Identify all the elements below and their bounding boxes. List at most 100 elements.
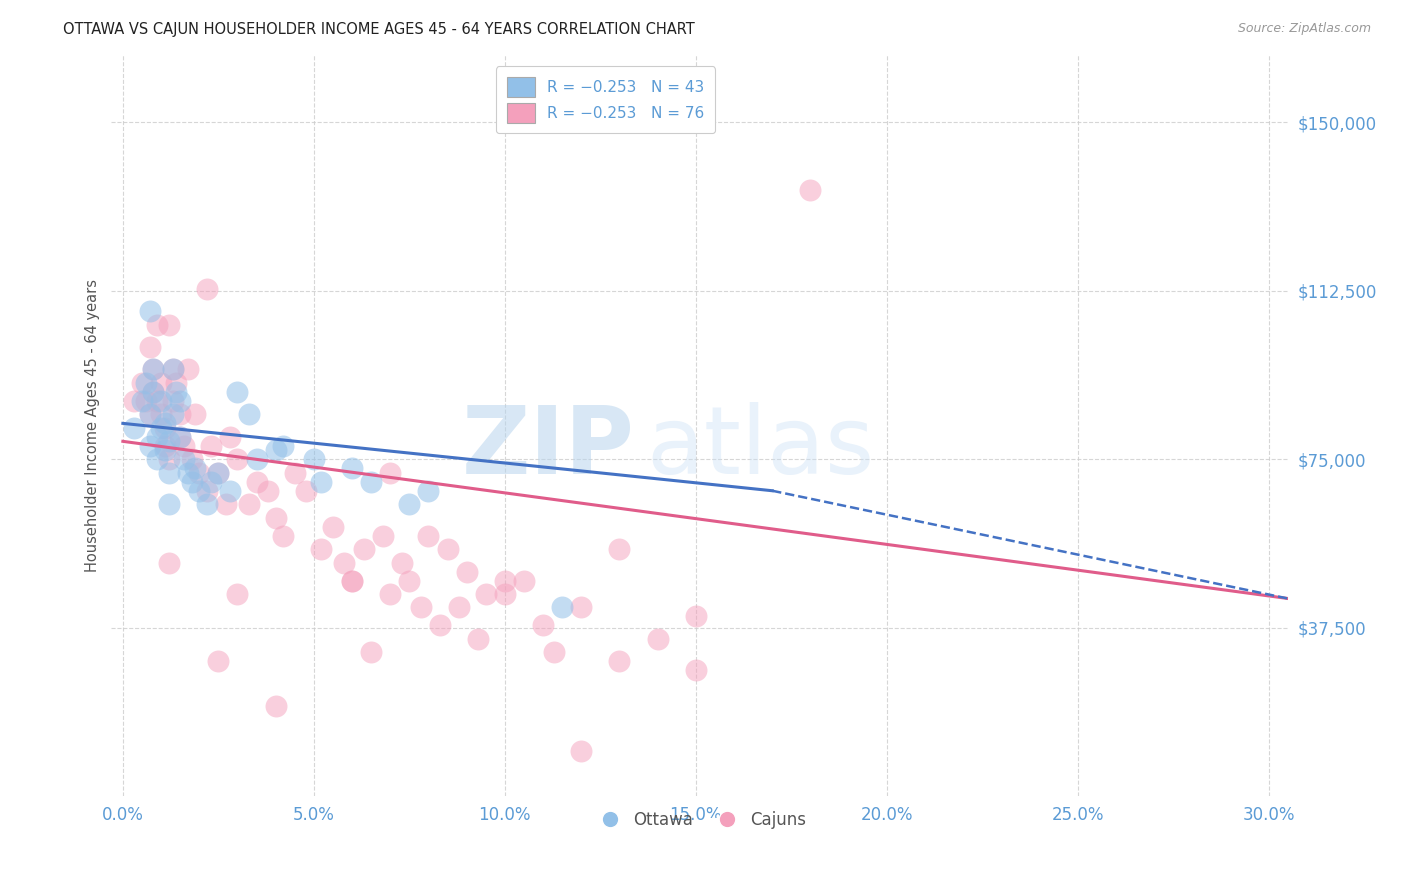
Point (195, 483, 218, 498)
Point (340, 461, 363, 475)
Point (494, 574, 516, 588)
Point (207, 466, 229, 480)
Point (360, 645, 382, 659)
Point (177, 466, 200, 480)
Point (146, 452, 169, 467)
Text: ZIP: ZIP (463, 401, 636, 494)
Point (138, 408, 160, 422)
Point (391, 556, 413, 570)
Point (135, 393, 157, 408)
Point (447, 600, 470, 615)
Point (165, 376, 187, 390)
Point (142, 384, 165, 399)
Y-axis label: Householder Income Ages 45 - 64 years: Householder Income Ages 45 - 64 years (86, 279, 100, 572)
Point (153, 417, 176, 431)
Point (418, 483, 440, 498)
Point (467, 632, 489, 646)
Point (322, 519, 344, 533)
Point (257, 483, 280, 498)
Point (543, 645, 565, 659)
Point (200, 475, 222, 489)
Point (169, 408, 191, 422)
Point (398, 497, 420, 511)
Point (429, 618, 451, 632)
Point (169, 430, 191, 444)
Point (142, 362, 165, 376)
Point (138, 439, 160, 453)
Point (311, 542, 333, 557)
Point (264, 699, 287, 714)
Point (799, 183, 821, 197)
Point (142, 384, 165, 399)
Point (135, 376, 157, 390)
Point (436, 542, 458, 557)
Point (173, 452, 195, 467)
Point (513, 574, 536, 588)
Point (157, 497, 180, 511)
Point (169, 430, 191, 444)
Point (609, 542, 631, 557)
Point (264, 443, 287, 458)
Point (264, 510, 287, 524)
Point (456, 565, 478, 579)
Point (398, 574, 420, 588)
Point (195, 282, 218, 296)
Point (218, 483, 240, 498)
Point (207, 466, 229, 480)
Point (238, 408, 260, 422)
Point (685, 664, 707, 678)
Point (271, 528, 294, 542)
Point (238, 497, 260, 511)
Point (226, 384, 249, 399)
Point (124, 421, 146, 435)
Point (188, 466, 211, 480)
Point (146, 318, 169, 332)
Point (146, 393, 169, 408)
Point (380, 587, 402, 601)
Legend: Ottawa, Cajuns: Ottawa, Cajuns (586, 805, 813, 836)
Point (184, 461, 207, 475)
Point (302, 452, 325, 467)
Point (609, 654, 631, 668)
Point (207, 654, 229, 668)
Point (165, 384, 187, 399)
Point (157, 452, 180, 467)
Point (531, 618, 554, 632)
Point (569, 744, 592, 758)
Point (333, 556, 356, 570)
Point (153, 443, 176, 458)
Text: atlas: atlas (647, 401, 875, 494)
Point (271, 439, 294, 453)
Point (173, 439, 195, 453)
Point (551, 600, 574, 615)
Text: Source: ZipAtlas.com: Source: ZipAtlas.com (1237, 22, 1371, 36)
Point (150, 421, 173, 435)
Point (157, 556, 180, 570)
Point (218, 430, 240, 444)
Point (340, 574, 363, 588)
Point (474, 587, 496, 601)
Point (409, 600, 432, 615)
Point (226, 452, 249, 467)
Point (418, 528, 440, 542)
Point (685, 609, 707, 624)
Point (311, 475, 333, 489)
Point (226, 587, 249, 601)
Text: OTTAWA VS CAJUN HOUSEHOLDER INCOME AGES 45 - 64 YEARS CORRELATION CHART: OTTAWA VS CAJUN HOUSEHOLDER INCOME AGES … (63, 22, 695, 37)
Point (153, 439, 176, 453)
Point (131, 376, 153, 390)
Point (124, 393, 146, 408)
Point (215, 497, 238, 511)
Point (138, 340, 160, 354)
Point (162, 362, 184, 376)
Point (180, 475, 202, 489)
Point (131, 393, 153, 408)
Point (188, 483, 211, 498)
Point (142, 362, 165, 376)
Point (245, 452, 267, 467)
Point (371, 528, 394, 542)
Point (157, 318, 180, 332)
Point (162, 362, 184, 376)
Point (340, 574, 363, 588)
Point (150, 393, 173, 408)
